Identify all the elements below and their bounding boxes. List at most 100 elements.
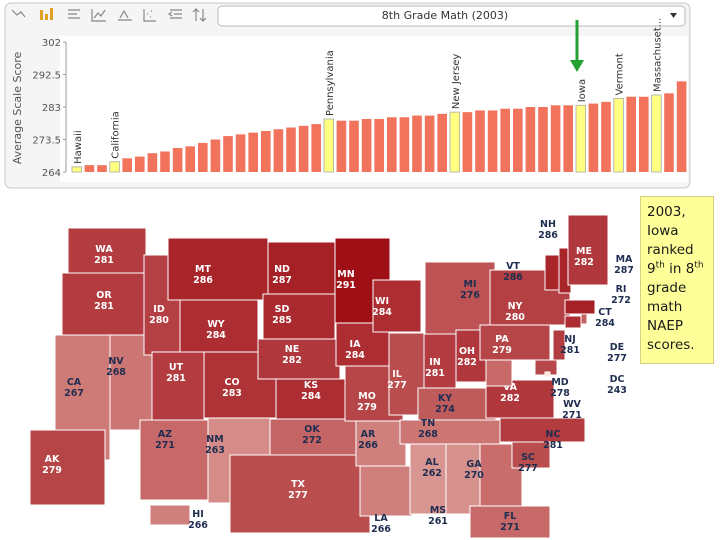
state-value: 271 (155, 440, 175, 451)
state (564, 315, 582, 329)
bar (298, 125, 309, 172)
state-value: 270 (464, 470, 484, 481)
state (567, 214, 609, 286)
state (262, 293, 336, 340)
state (267, 241, 336, 295)
state-value: 277 (387, 380, 407, 391)
state-abbr: AZ (158, 429, 172, 440)
state-value: 287 (614, 265, 634, 276)
bar (122, 158, 132, 172)
tool-icon[interactable] (68, 9, 80, 19)
state (544, 254, 560, 291)
tool-icon[interactable] (11, 9, 26, 18)
bar (626, 96, 636, 172)
note-text: 2003, Iowa ranked 9 (647, 204, 694, 277)
bar (449, 111, 461, 173)
state (409, 443, 447, 515)
state-abbr: RI (616, 284, 627, 295)
bar (286, 127, 296, 172)
bar (210, 139, 221, 172)
state (229, 454, 371, 534)
bar (475, 110, 485, 172)
state-abbr: PA (495, 334, 509, 345)
state-value: 281 (94, 301, 114, 312)
dropdown[interactable] (217, 5, 686, 27)
note-box: 2003, Iowa ranked 9th in 8th grade math … (640, 196, 714, 364)
state (511, 439, 551, 469)
state (149, 504, 191, 526)
bar (639, 96, 649, 172)
tool-icon[interactable] (143, 9, 156, 22)
bar (575, 104, 587, 173)
state-abbr: WA (95, 244, 113, 255)
state-abbr: OK (304, 424, 320, 435)
dropdown-label: 8th Grade Math (2003) (382, 9, 508, 22)
state-value: 282 (457, 357, 477, 368)
state-abbr: NC (546, 429, 561, 440)
bar-label: California (111, 111, 122, 159)
bar (261, 130, 271, 172)
bar (160, 151, 170, 172)
state-abbr: MS (430, 505, 446, 516)
state-abbr: CA (67, 377, 82, 388)
state-abbr: VA (503, 382, 518, 393)
state-value: 268 (418, 429, 438, 440)
bar-label: Iowa (577, 79, 588, 102)
state-abbr: OR (96, 290, 112, 301)
tool-icon[interactable] (167, 9, 182, 19)
state-value: 284 (595, 318, 615, 329)
state-abbr: FL (504, 511, 517, 522)
note-text: th (655, 260, 665, 271)
bar (588, 103, 599, 172)
state-abbr: VT (506, 261, 520, 272)
state-abbr: WI (375, 296, 389, 307)
state-value: 284 (345, 350, 365, 361)
y-tick-label: 292.5 (32, 71, 61, 82)
tool-icon[interactable] (40, 8, 53, 20)
state (417, 387, 497, 421)
state-value: 281 (543, 440, 563, 451)
state-value: 291 (336, 280, 356, 291)
state-value: 286 (193, 275, 213, 286)
state-value: 263 (205, 445, 225, 456)
state-abbr: ND (274, 264, 290, 275)
state (269, 418, 363, 456)
state-abbr: DE (610, 342, 624, 353)
state-abbr: MN (337, 269, 354, 280)
state-abbr: MA (616, 254, 633, 265)
state-abbr: AK (45, 454, 60, 465)
state (485, 355, 513, 387)
bar (601, 101, 611, 172)
bar (311, 124, 321, 172)
state (544, 371, 551, 378)
y-axis-label: Average Scale Score (11, 51, 24, 164)
tool-icon[interactable] (118, 9, 132, 21)
bar-label: Hawaii (73, 130, 84, 164)
bar (97, 165, 107, 172)
state-abbr: IL (392, 369, 402, 380)
bar (664, 93, 674, 172)
state-abbr: KS (304, 380, 318, 391)
state-value: 282 (500, 393, 520, 404)
bar (273, 129, 284, 172)
bar-label: New Jersey (451, 54, 462, 110)
state-value: 279 (492, 345, 512, 356)
bar (550, 105, 561, 172)
bar-label: Pennsylvania (325, 50, 336, 116)
state (179, 299, 259, 353)
state (359, 465, 413, 517)
state-abbr: GA (466, 459, 482, 470)
state-value: 271 (562, 410, 582, 421)
tool-icon[interactable] (91, 9, 106, 22)
bar (147, 153, 158, 172)
state-abbr: KY (438, 393, 452, 404)
state-value: 274 (435, 404, 455, 415)
state-abbr: CT (598, 307, 612, 318)
state-value: 271 (500, 522, 520, 533)
state-value: 266 (188, 520, 208, 531)
state-value: 283 (222, 388, 242, 399)
tool-icon[interactable] (192, 8, 207, 22)
state (167, 237, 269, 301)
state (469, 505, 551, 539)
